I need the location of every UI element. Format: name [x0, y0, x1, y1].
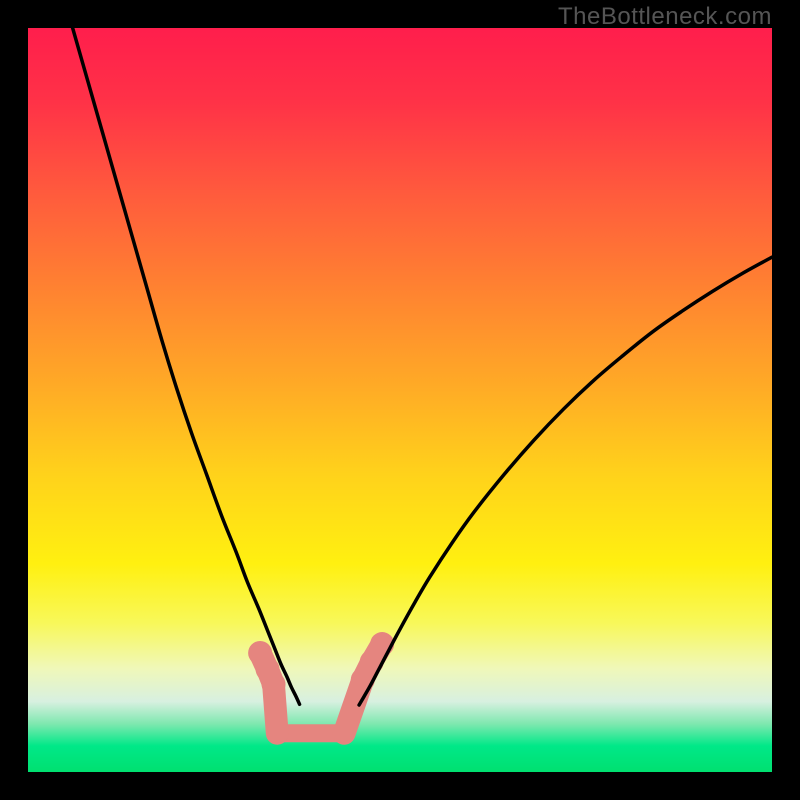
chart-svg: [28, 28, 772, 772]
plot-area: [28, 28, 772, 772]
watermark-text: TheBottleneck.com: [558, 3, 772, 31]
gradient-background: [28, 28, 772, 772]
